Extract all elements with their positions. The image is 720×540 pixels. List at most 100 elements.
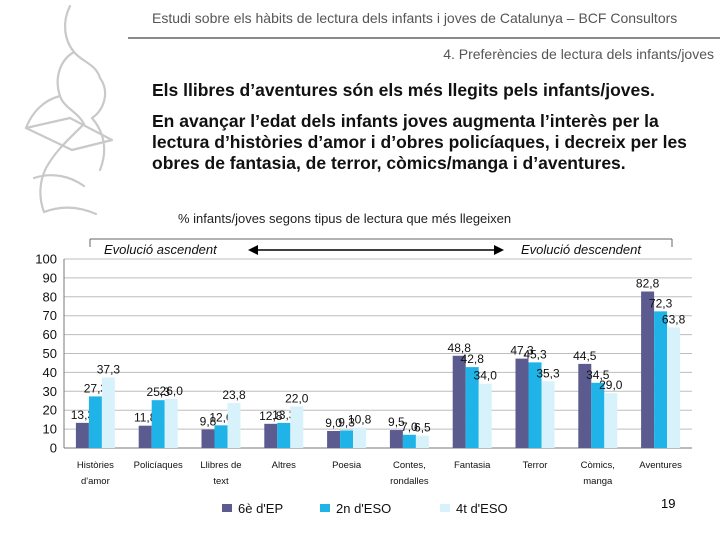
arrow-head-right [494, 245, 504, 255]
x-tick-label: Còmics, [581, 460, 615, 471]
data-label: 23,8 [222, 388, 246, 402]
data-label: 72,3 [649, 296, 673, 310]
legend-label: 2n d'ESO [336, 501, 391, 516]
bar [138, 425, 152, 448]
chart-title: % infants/joves segons tipus de lectura … [178, 211, 512, 226]
data-label: 35,3 [536, 366, 560, 380]
y-tick-label: 50 [43, 346, 57, 361]
legend-label: 4t d'ESO [456, 501, 508, 516]
data-label: 37,3 [97, 363, 121, 377]
bar [415, 435, 429, 448]
data-label: 42,8 [461, 352, 485, 366]
y-tick-label: 100 [35, 252, 57, 267]
bar [578, 363, 592, 448]
bar [75, 422, 89, 448]
page-number: 19 [661, 496, 676, 511]
bar [465, 367, 479, 448]
bar [353, 427, 367, 448]
x-tick-label: manga [583, 476, 613, 487]
x-tick-label: Històries [77, 460, 114, 471]
data-label: 9,3 [338, 415, 355, 429]
header-divider [128, 37, 720, 39]
data-label: 26,0 [160, 384, 184, 398]
legend-swatch [320, 504, 330, 512]
data-label: 12,0 [209, 410, 233, 424]
bar [452, 355, 466, 448]
x-tick-label: Aventures [639, 460, 682, 471]
bar-chart: 0 10 20 30 40 50 60 70 80 90 100 Evolució ascendent… [35, 238, 692, 516]
data-label: 9,5 [388, 415, 405, 429]
annotation-ascending: Evolució ascendent [104, 242, 218, 257]
bar [101, 377, 115, 448]
bar [201, 429, 215, 448]
x-tick-label: d'amor [81, 476, 110, 487]
data-label: 47,3 [510, 344, 534, 358]
data-label: 45,3 [523, 347, 547, 361]
section-title: 4. Preferències de lectura dels infants/… [443, 46, 714, 62]
document-title: Estudi sobre els hàbits de lectura dels … [152, 10, 678, 26]
bar [389, 430, 403, 448]
bar [227, 403, 241, 448]
arrow-head-left [248, 245, 258, 255]
data-label: 63,8 [662, 312, 686, 326]
y-tick-label: 40 [43, 365, 57, 380]
data-label: 7,0 [401, 420, 418, 434]
bar [164, 398, 178, 448]
x-tick-label: Contes, [393, 460, 426, 471]
y-tick-label: 70 [43, 308, 57, 323]
bar [528, 362, 542, 448]
bar [214, 425, 228, 448]
summary-paragraph: En avançar l’edat dels infants joves aug… [152, 111, 687, 173]
data-label: 25,3 [147, 385, 171, 399]
data-label: 10,8 [348, 413, 372, 427]
y-tick-label: 20 [43, 403, 57, 418]
data-label: 9,0 [325, 416, 342, 430]
data-label: 82,8 [636, 277, 660, 291]
data-label: 12,8 [259, 409, 283, 423]
y-tick-label: 80 [43, 289, 57, 304]
data-label: 34,0 [474, 369, 498, 383]
data-label: 11,8 [134, 411, 157, 425]
x-tick-label: Poesia [332, 460, 362, 471]
data-label: 48,8 [448, 341, 472, 355]
bar [478, 383, 492, 448]
reader-figure-logo [24, 4, 114, 216]
y-tick-label: 30 [43, 384, 57, 399]
bar [277, 422, 291, 448]
legend-swatch [440, 504, 450, 512]
bar [667, 327, 681, 448]
x-tick-label: Policíaques [134, 460, 183, 471]
bar [641, 291, 655, 448]
x-tick-label: Terror [523, 460, 548, 471]
data-label: 13,3 [71, 408, 95, 422]
bar [340, 430, 354, 448]
data-label: 9,8 [200, 414, 217, 428]
bar [541, 381, 555, 448]
y-tick-label: 60 [43, 327, 57, 342]
y-tick-label: 0 [50, 441, 57, 456]
x-tick-label: text [213, 476, 229, 487]
bar [88, 396, 102, 448]
x-tick-label: Llibres de [200, 460, 241, 471]
bar [151, 400, 165, 448]
bar [290, 406, 304, 448]
data-label: 34,5 [586, 368, 610, 382]
bar [327, 430, 341, 448]
annotation-descending: Evolució descendent [521, 242, 642, 257]
legend-swatch [222, 504, 232, 512]
data-label: 13,3 [272, 408, 296, 422]
data-label: 22,0 [285, 391, 309, 405]
data-label: 27,3 [84, 381, 108, 395]
bar [402, 434, 416, 448]
bar [654, 311, 668, 448]
data-label: 6,5 [414, 421, 431, 435]
x-tick-label: Fantasia [454, 460, 491, 471]
bar [591, 382, 605, 448]
bar [264, 423, 278, 448]
headline: Els llibres d’aventures són els més lleg… [152, 80, 655, 100]
y-tick-label: 10 [43, 422, 57, 437]
x-tick-label: rondalles [390, 476, 429, 487]
y-tick-label: 90 [43, 270, 57, 285]
bar [604, 393, 618, 448]
bar [515, 358, 529, 448]
